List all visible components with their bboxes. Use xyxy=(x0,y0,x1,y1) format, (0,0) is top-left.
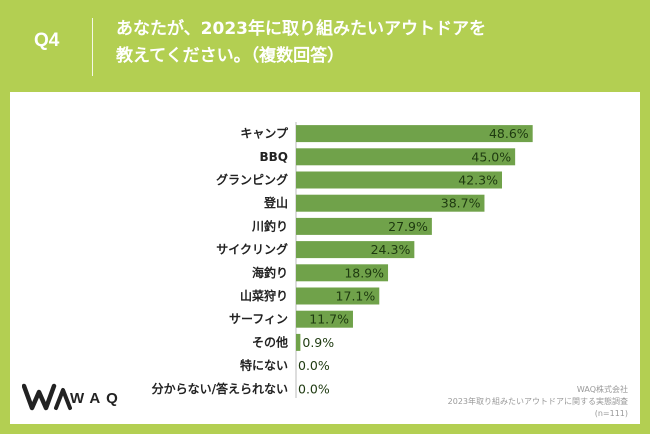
bar xyxy=(296,310,353,328)
data-label: 0.9% xyxy=(302,335,334,350)
source-company: WAQ株式会社 xyxy=(576,385,628,394)
question-line-1: あなたが、2023年に取り組みたいアウトドアを xyxy=(116,19,486,39)
data-label: 45.0% xyxy=(471,149,511,164)
category-label: グランピング xyxy=(216,172,288,187)
category-label: 特にない xyxy=(240,358,288,373)
data-label: 38.7% xyxy=(441,196,481,211)
category-label: その他 xyxy=(252,334,288,349)
bar xyxy=(296,194,485,212)
question-text: あなたが、2023年に取り組みたいアウトドアを 教えてください。（複数回答） xyxy=(116,16,636,70)
header-divider xyxy=(92,18,93,76)
source-note: WAQ株式会社 2023年取り組みたいアウトドアに関する実態調査 (n=111) xyxy=(448,384,628,420)
data-label: 42.3% xyxy=(458,173,498,188)
header: Q4 あなたが、2023年に取り組みたいアウトドアを 教えてください。（複数回答… xyxy=(0,0,650,88)
category-label: BBQ xyxy=(260,150,289,164)
category-label: 川釣り xyxy=(251,218,288,233)
bar xyxy=(296,125,533,143)
data-label: 0.0% xyxy=(298,358,330,373)
bar xyxy=(296,333,301,351)
bar xyxy=(296,287,380,305)
bar xyxy=(296,148,516,166)
data-label: 18.9% xyxy=(344,265,384,280)
data-label: 11.7% xyxy=(309,312,349,327)
bar xyxy=(296,217,432,235)
bar xyxy=(296,241,415,259)
category-label: 分からない/答えられない xyxy=(152,381,288,396)
category-label: サイクリング xyxy=(216,242,288,257)
source-sample-size: (n=111) xyxy=(594,409,628,418)
category-label: 登山 xyxy=(263,195,288,210)
source-survey: 2023年取り組みたいアウトドアに関する実態調査 xyxy=(447,397,628,406)
data-label: 0.0% xyxy=(298,381,330,396)
logo-wordmark: WAQ xyxy=(70,390,124,407)
category-label: キャンプ xyxy=(240,126,289,141)
question-line-2: 教えてください。（複数回答） xyxy=(116,46,345,66)
data-label: 24.3% xyxy=(371,242,411,257)
question-number: Q4 xyxy=(34,30,60,51)
bar xyxy=(296,171,503,189)
bar xyxy=(296,264,389,282)
waq-logo-icon xyxy=(22,383,72,411)
data-label: 17.1% xyxy=(336,289,376,304)
data-label: 27.9% xyxy=(388,219,428,234)
data-label: 48.6% xyxy=(489,126,529,141)
category-label: 海釣り xyxy=(252,265,288,280)
category-label: 山菜狩り xyxy=(240,288,288,303)
category-label: サーフィン xyxy=(229,312,288,326)
